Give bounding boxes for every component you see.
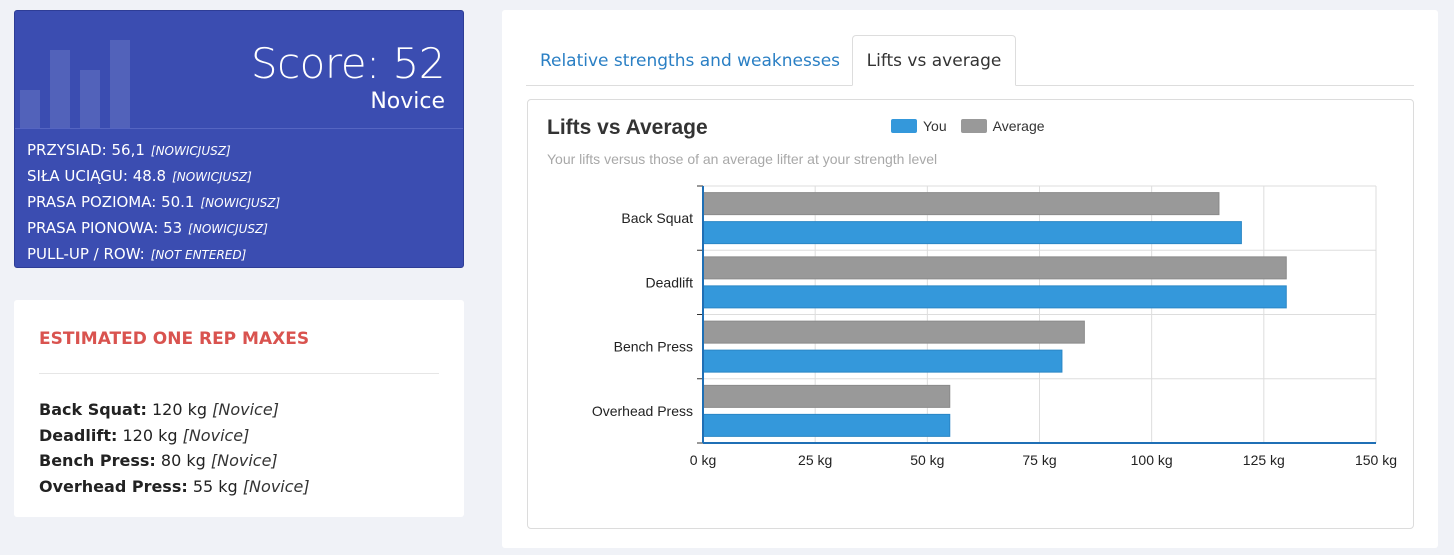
bar-chart: 0 kg 25 kg 50 kg 75 kg 100 kg 125 kg 150 kg Bac…	[592, 185, 1397, 468]
orm-item-bench: Bench Press: 80 kg [Novice]	[39, 451, 278, 470]
score-row-pullup: PULL-UP / ROW: [NOT ENTERED]	[27, 245, 247, 263]
score-row-bench: PRASA POZIOMA: 50.1 [NOWICJUSZ]	[27, 193, 281, 211]
bar-you-bench-press	[702, 349, 1063, 373]
score-level: Novice	[370, 89, 445, 114]
x-tick-label: 50 kg	[910, 452, 944, 468]
x-tick-label: 125 kg	[1243, 452, 1285, 468]
legend-swatch-you	[891, 119, 917, 133]
score-row-press: PRASA PIONOWA: 53 [NOWICJUSZ]	[27, 219, 268, 237]
bar-average-deadlift	[702, 256, 1287, 280]
orm-item-deadlift: Deadlift: 120 kg [Novice]	[39, 425, 250, 445]
score-list: PRZYSIAD: 56,1 [NOWICJUSZ] SIŁA UCIĄGU: 4…	[15, 129, 463, 267]
legend-item-you[interactable]: You	[891, 118, 947, 134]
bar-average-back-squat	[702, 192, 1220, 216]
orm-item-squat: Back Squat: 120 kg [Novice]	[39, 400, 279, 419]
y-category-label: Deadlift	[646, 274, 694, 290]
chart-legend: You Average	[891, 118, 1059, 134]
main-panel: Relative strengths and weaknesses Lifts …	[502, 10, 1438, 548]
bar-you-back-squat	[702, 221, 1242, 245]
score-bars-decoration-icon	[18, 28, 138, 128]
x-tick-label: 75 kg	[1022, 452, 1056, 468]
x-tick-label: 150 kg	[1355, 452, 1397, 468]
score-title: Score: 52	[250, 39, 446, 88]
bar-you-overhead-press	[702, 413, 951, 437]
x-tick-label: 0 kg	[690, 452, 716, 468]
chart-container: Lifts vs Average Your lifts versus those…	[527, 99, 1414, 529]
y-category-label: Back Squat	[621, 210, 693, 226]
orm-title: ESTIMATED ONE REP MAXES	[39, 329, 310, 349]
legend-label-you: You	[923, 118, 947, 134]
x-tick-label: 100 kg	[1131, 452, 1173, 468]
bar-average-overhead-press	[702, 384, 951, 408]
tab-lifts-vs-average[interactable]: Lifts vs average	[852, 35, 1016, 86]
score-header: Score: 52 Novice	[15, 11, 463, 129]
bar-average-bench-press	[702, 320, 1085, 344]
orm-card: ESTIMATED ONE REP MAXES Back Squat: 120 …	[14, 300, 464, 517]
y-category-label: Overhead Press	[592, 403, 693, 419]
legend-label-average: Average	[992, 118, 1045, 134]
tab-relative-strengths[interactable]: Relative strengths and weaknesses	[539, 50, 841, 71]
chart-title: Lifts vs Average	[547, 116, 708, 139]
chart-subtitle: Your lifts versus those of an average li…	[547, 151, 938, 167]
score-row-deadlift: SIŁA UCIĄGU: 48.8 [NOWICJUSZ]	[27, 167, 252, 185]
orm-divider	[39, 373, 439, 374]
legend-item-average[interactable]: Average	[960, 118, 1045, 134]
bar-you-deadlift	[702, 285, 1287, 309]
score-card: Score: 52 Novice PRZYSIAD: 56,1 [NOWICJUS…	[14, 10, 464, 268]
orm-list: Back Squat: 120 kg [Novice] Deadlift: 12…	[39, 397, 310, 499]
orm-item-press: Overhead Press: 55 kg [Novice]	[39, 476, 310, 496]
y-category-label: Bench Press	[614, 339, 693, 355]
x-tick-label: 25 kg	[798, 452, 832, 468]
score-row-squat: PRZYSIAD: 56,1 [NOWICJUSZ]	[27, 141, 231, 159]
legend-swatch-average	[960, 119, 987, 133]
